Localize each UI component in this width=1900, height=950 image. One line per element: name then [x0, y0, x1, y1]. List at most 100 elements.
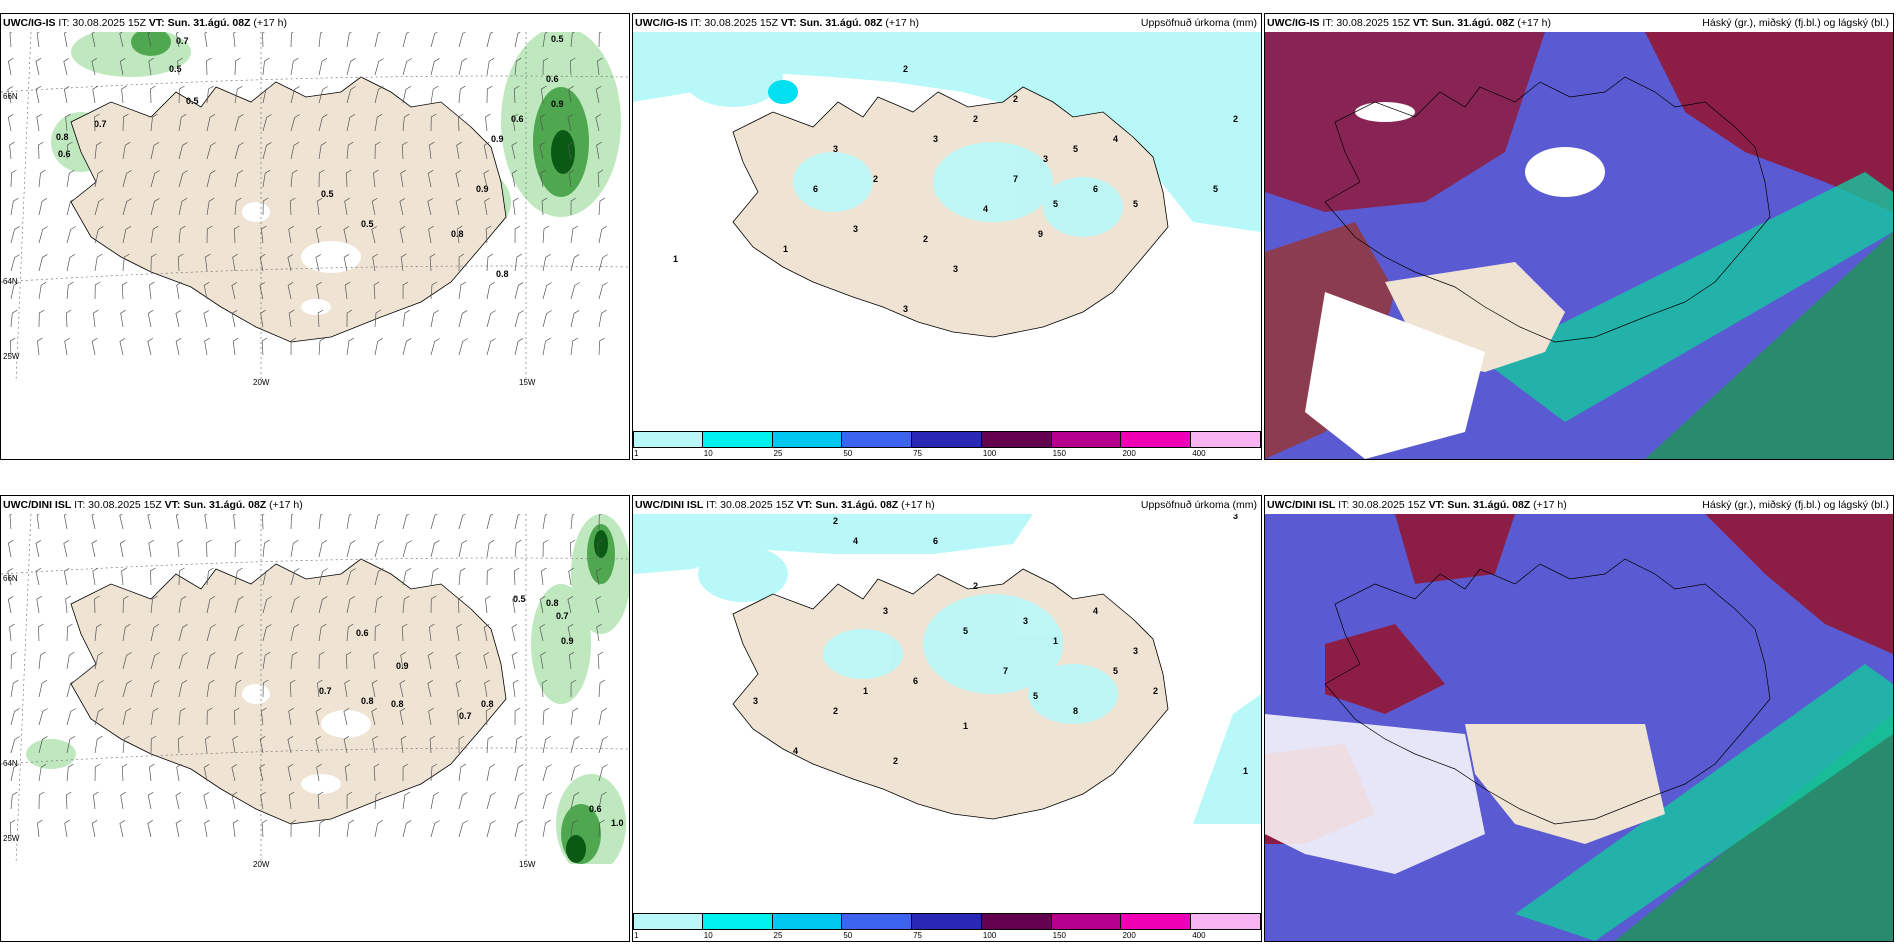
svg-text:5: 5 [1213, 184, 1218, 194]
colorbar-label: 100 [982, 449, 997, 458]
cloud-map [1265, 32, 1893, 459]
svg-text:0.8: 0.8 [546, 598, 559, 608]
svg-text:1: 1 [673, 254, 678, 264]
svg-text:4: 4 [1113, 134, 1118, 144]
svg-text:7: 7 [1013, 174, 1018, 184]
svg-text:6: 6 [1093, 184, 1098, 194]
svg-text:6: 6 [813, 184, 818, 194]
svg-text:0.9: 0.9 [551, 99, 564, 109]
svg-text:0.7: 0.7 [319, 686, 332, 696]
svg-text:0.5: 0.5 [169, 64, 182, 74]
panel-subtitle: Uppsöfnuð úrkoma (mm) [1140, 499, 1257, 511]
svg-text:2: 2 [923, 234, 928, 244]
colorbar-label: 50 [843, 931, 853, 940]
colorbar-label: 50 [843, 449, 853, 458]
svg-text:0.6: 0.6 [546, 74, 559, 84]
gust-label: 0.7 [176, 36, 189, 46]
svg-text:1: 1 [863, 686, 868, 696]
svg-text:0.5: 0.5 [321, 189, 334, 199]
colorbar-swatch [633, 913, 703, 930]
lat-tick: 66N [3, 574, 18, 583]
svg-text:0.6: 0.6 [589, 804, 602, 814]
svg-text:4: 4 [853, 536, 858, 546]
svg-text:2: 2 [873, 174, 878, 184]
svg-text:1: 1 [783, 244, 788, 254]
colorbar-swatch [702, 913, 773, 930]
svg-text:0.7: 0.7 [556, 611, 569, 621]
colorbar-swatch [772, 431, 843, 448]
svg-text:5: 5 [1073, 144, 1078, 154]
svg-text:0.9: 0.9 [491, 134, 504, 144]
panel-precip-dini: UWC/DINI ISL IT: 30.08.2025 15Z VT: Sun.… [632, 495, 1262, 942]
lon-tick: 20W [253, 378, 270, 387]
panel-title: UWC/IG-IS IT: 30.08.2025 15Z VT: Sun. 31… [3, 17, 287, 29]
colorbar-label: 150 [1052, 931, 1067, 940]
colorbar-label: 200 [1122, 931, 1136, 940]
svg-text:6: 6 [933, 536, 938, 546]
svg-text:3: 3 [853, 224, 858, 234]
wind-barbs [7, 514, 608, 838]
svg-text:2: 2 [903, 64, 908, 74]
svg-text:0.8: 0.8 [496, 269, 509, 279]
svg-text:0.7: 0.7 [459, 711, 472, 721]
lat-tick: 64N [3, 759, 18, 768]
panel-clouds-dini: UWC/DINI ISL IT: 30.08.2025 15Z VT: Sun.… [1264, 495, 1894, 942]
svg-text:1: 1 [1243, 766, 1248, 776]
colorbar-label: 75 [913, 931, 923, 940]
wind-map: 0.7 0.5 0.5 0.8 0.7 0.6 0.5 0.6 0.9 0.6 … [1, 32, 629, 459]
colorbar-swatch [842, 913, 913, 930]
svg-text:2: 2 [973, 114, 978, 124]
lat-tick: 66N [3, 92, 18, 101]
colorbar-swatch [1051, 431, 1122, 448]
svg-text:3: 3 [833, 144, 838, 154]
svg-text:2: 2 [893, 756, 898, 766]
panel-title: UWC/DINI ISL IT: 30.08.2025 15Z VT: Sun.… [635, 499, 935, 511]
colorbar-swatch [1191, 913, 1261, 930]
svg-text:3: 3 [753, 696, 758, 706]
svg-text:0.7: 0.7 [94, 119, 107, 129]
precip-colorbar: 1 10 25 50 75 100 150 200 400 [633, 913, 1261, 941]
precip-map: 2 3 2 2 3 5 7 4 6 5 3 2 1 2 3 4 5 9 3 2 [633, 32, 1261, 459]
svg-text:8: 8 [1073, 706, 1078, 716]
svg-text:4: 4 [983, 204, 988, 214]
colorbar-label: 200 [1122, 449, 1136, 458]
svg-text:5: 5 [1133, 199, 1138, 209]
svg-text:0.6: 0.6 [58, 149, 71, 159]
svg-text:1: 1 [963, 721, 968, 731]
colorbar-label: 10 [703, 931, 713, 940]
colorbar-swatch [1121, 913, 1192, 930]
colorbar-label: 25 [773, 449, 783, 458]
panel-wind-igis: UWC/IG-IS IT: 30.08.2025 15Z VT: Sun. 31… [0, 13, 630, 460]
colorbar-swatch [702, 431, 773, 448]
svg-text:3: 3 [903, 304, 908, 314]
svg-text:0.5: 0.5 [513, 594, 526, 604]
svg-text:6: 6 [913, 676, 918, 686]
svg-text:3: 3 [1133, 646, 1138, 656]
colorbar-swatch [1121, 431, 1192, 448]
colorbar-label: 10 [703, 449, 713, 458]
svg-text:3: 3 [1023, 616, 1028, 626]
svg-text:0.8: 0.8 [56, 132, 69, 142]
colorbar-swatch [633, 431, 703, 448]
lon-tick: 20W [253, 860, 270, 869]
svg-text:1: 1 [1053, 636, 1058, 646]
colorbar-swatch [1191, 431, 1261, 448]
svg-text:2: 2 [833, 706, 838, 716]
svg-text:0.6: 0.6 [356, 628, 369, 638]
wind-barbs [7, 32, 608, 356]
wind-map: 0.5 0.8 0.7 0.9 0.6 0.9 0.7 0.8 0.8 0.7 … [1, 514, 629, 941]
svg-text:5: 5 [1033, 691, 1038, 701]
svg-text:2: 2 [1233, 114, 1238, 124]
precip-colorbar: 1 10 25 50 75 100 150 200 400 [633, 431, 1261, 459]
svg-text:0.8: 0.8 [451, 229, 464, 239]
colorbar-swatch [1051, 913, 1122, 930]
panel-subtitle: Háský (gr.), miðský (fj.bl.) og lágský (… [1702, 17, 1889, 29]
panel-title: UWC/DINI ISL IT: 30.08.2025 15Z VT: Sun.… [3, 499, 303, 511]
panel-title: UWC/DINI ISL IT: 30.08.2025 15Z VT: Sun.… [1267, 499, 1567, 511]
colorbar-swatch [981, 431, 1052, 448]
svg-text:0.5: 0.5 [186, 96, 199, 106]
svg-text:0.5: 0.5 [551, 34, 564, 44]
svg-text:5: 5 [963, 626, 968, 636]
svg-text:0.8: 0.8 [481, 699, 494, 709]
svg-text:0.9: 0.9 [476, 184, 489, 194]
